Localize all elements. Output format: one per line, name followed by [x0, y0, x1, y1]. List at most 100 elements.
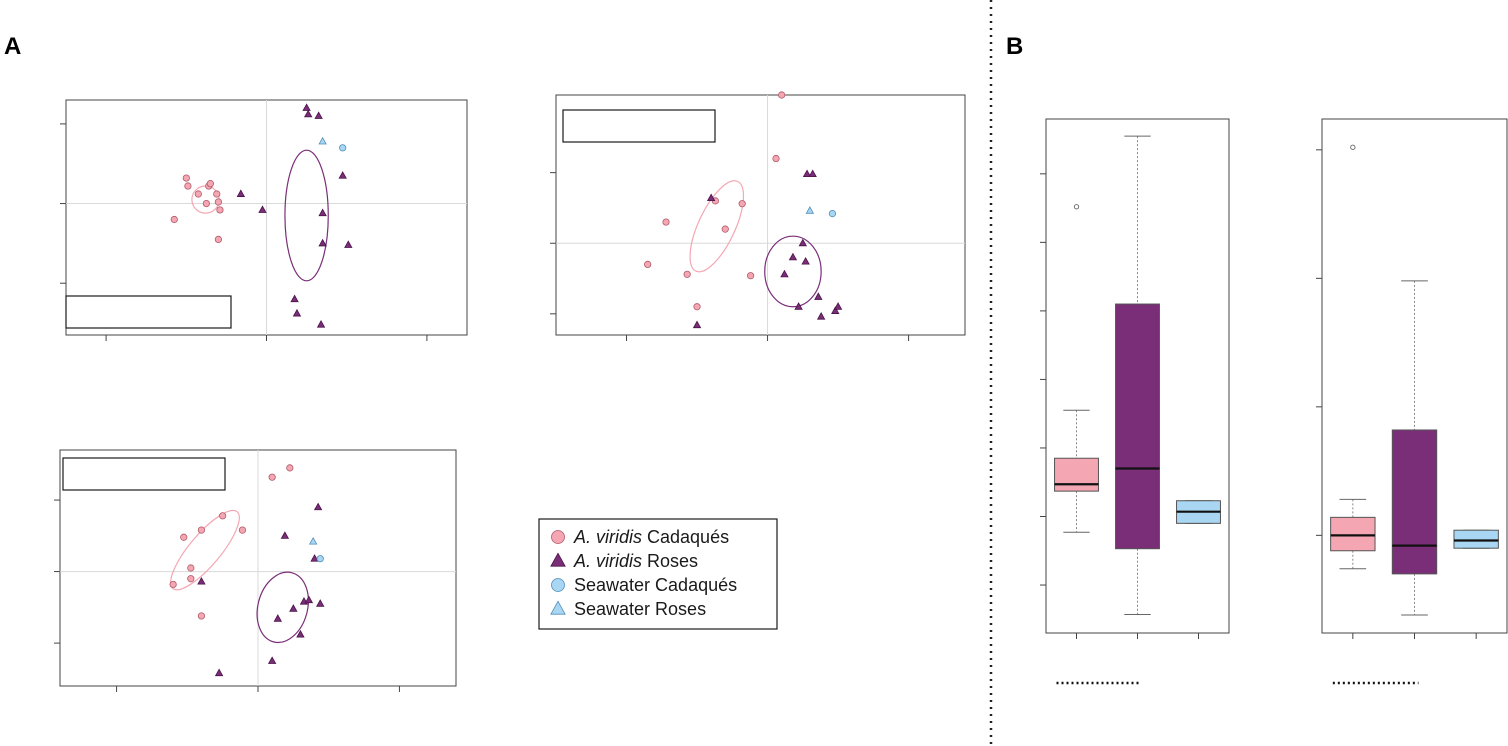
- data-point-ros-triangle: [814, 292, 823, 300]
- data-point-sw-circle: [339, 144, 347, 152]
- data-point-cad-circle: [772, 154, 780, 163]
- data-point-cad-circle: [213, 190, 221, 198]
- ellipse-cad: [191, 185, 220, 214]
- data-point-cad-circle: [693, 303, 701, 311]
- data-point-sw-circle: [316, 555, 324, 563]
- data-point-ros-triangle: [304, 109, 313, 118]
- box-ros: [1115, 303, 1160, 550]
- data-point-ros-triangle: [310, 554, 319, 562]
- data-point-sw-triangle: [308, 536, 318, 545]
- bray-curtis-pcoa: [54, 449, 457, 692]
- data-point-ros-triangle: [314, 111, 323, 119]
- data-point-cad-circle: [268, 473, 276, 481]
- data-point-ros-triangle: [236, 189, 246, 197]
- data-point-ros-triangle: [816, 312, 826, 320]
- weighted-unifrac-pcoa: [550, 91, 966, 341]
- data-point-cad-circle: [747, 272, 755, 280]
- data-point-cad-circle: [721, 225, 729, 233]
- data-point-ros-triangle: [788, 252, 798, 261]
- panel-label-a: A: [4, 33, 21, 60]
- data-point-cad-circle: [182, 174, 190, 182]
- pvalue-box: [65, 295, 232, 329]
- legend-entry-species: A. viridis: [573, 527, 642, 547]
- data-point-cad-circle: [286, 464, 294, 472]
- ellipse-ros: [256, 571, 309, 644]
- data-point-cad-circle: [683, 270, 691, 278]
- data-point-cad-circle: [187, 575, 195, 583]
- legend-entry-label: Roses: [642, 551, 698, 571]
- legend-entry: A. viridis Cadaqués: [573, 527, 729, 547]
- data-point-ros-triangle: [302, 103, 311, 111]
- legend-entry: A. viridis Roses: [573, 551, 698, 571]
- legend-entry-label: Seawater Cadaqués: [574, 575, 737, 595]
- data-point-ros-triangle: [802, 169, 812, 178]
- data-point-cad-circle: [219, 512, 227, 520]
- data-point-ros-triangle: [280, 531, 290, 539]
- data-point-cad-circle: [206, 180, 214, 188]
- faith-pd-boxplot: [1040, 118, 1230, 685]
- legend-box: [538, 518, 778, 630]
- data-point-ros-triangle: [318, 238, 327, 247]
- unweighted-unifrac-pcoa: [60, 99, 468, 341]
- data-point-cad-circle: [169, 580, 177, 589]
- data-point-cad-circle: [197, 526, 206, 534]
- legend-entry-label: Seawater Roses: [574, 599, 706, 619]
- data-point-cad-circle: [238, 526, 247, 534]
- observed-asvs-boxplot: [1316, 118, 1508, 685]
- data-point-cad-circle: [202, 199, 210, 208]
- data-point-ros-triangle: [316, 599, 325, 607]
- legend-marker-sw-circle: [551, 578, 565, 592]
- data-point-cad-circle: [778, 91, 786, 99]
- data-point-cad-circle: [184, 182, 192, 190]
- legend-entry: Seawater Roses: [574, 599, 706, 619]
- pvalue-box: [62, 457, 226, 491]
- outlier-point: [1073, 204, 1080, 210]
- pvalue-box: [562, 109, 716, 143]
- data-point-ros-triangle: [831, 306, 840, 314]
- ellipse-cad: [170, 509, 240, 591]
- data-point-sw-triangle: [805, 206, 815, 214]
- data-point-ros-triangle: [706, 193, 716, 202]
- outlier-point: [1350, 144, 1356, 150]
- data-point-cad-circle: [214, 198, 222, 206]
- data-point-ros-triangle: [692, 320, 702, 329]
- data-point-ros-triangle: [798, 238, 808, 247]
- data-point-cad-circle: [197, 612, 206, 620]
- legend-marker-sw-triangle: [550, 600, 566, 615]
- data-point-cad-circle: [214, 235, 222, 244]
- legend-marker-cad-circle: [551, 530, 565, 544]
- data-point-ros-triangle: [197, 576, 206, 585]
- legend-marker-ros-triangle: [550, 552, 566, 567]
- legend-entry-label: Cadaqués: [642, 527, 729, 547]
- data-point-ros-triangle: [304, 595, 314, 604]
- data-point-cad-circle: [194, 190, 202, 198]
- data-point-cad-circle: [170, 215, 178, 224]
- data-point-cad-circle: [738, 200, 746, 208]
- data-point-cad-circle: [187, 564, 195, 572]
- data-point-ros-triangle: [344, 240, 353, 248]
- data-point-cad-circle: [180, 533, 188, 541]
- data-point-ros-triangle: [318, 208, 327, 217]
- data-point-ros-triangle: [316, 320, 326, 328]
- data-point-sw-circle: [828, 209, 837, 218]
- data-point-sw-triangle: [318, 136, 327, 145]
- data-point-ros-triangle: [780, 269, 789, 278]
- panel-label-b: B: [1006, 33, 1023, 60]
- box-cad: [1054, 457, 1099, 492]
- data-point-ros-triangle: [338, 171, 347, 179]
- data-point-ros-triangle: [292, 308, 302, 317]
- data-point-ros-triangle: [258, 205, 267, 213]
- data-point-ros-triangle: [289, 604, 298, 612]
- data-point-cad-circle: [216, 206, 224, 214]
- data-point-ros-triangle: [833, 302, 843, 310]
- data-point-ros-triangle: [267, 656, 277, 664]
- data-point-cad-circle: [644, 260, 652, 269]
- box-ros: [1391, 429, 1438, 575]
- data-point-cad-circle: [662, 218, 670, 226]
- legend-entry: Seawater Cadaqués: [574, 575, 737, 595]
- data-point-ros-triangle: [801, 256, 810, 265]
- data-point-ros-triangle: [296, 629, 305, 638]
- ellipse-ros: [284, 149, 329, 282]
- box-sw: [1453, 529, 1499, 549]
